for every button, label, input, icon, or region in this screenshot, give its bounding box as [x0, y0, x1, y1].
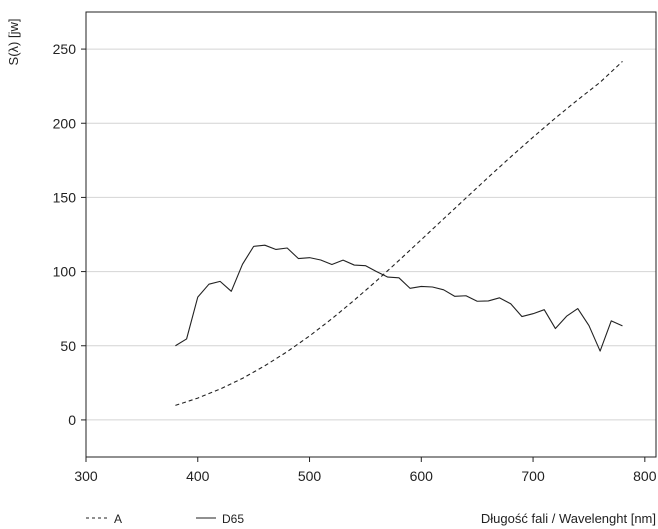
y-tick-label: 200: [53, 115, 77, 131]
x-tick-label: 500: [298, 468, 322, 484]
y-tick-label: 150: [53, 189, 77, 205]
y-tick-label: 250: [53, 41, 77, 57]
x-tick-label: 800: [633, 468, 657, 484]
y-tick-label: 50: [60, 338, 76, 354]
grid-lines: [86, 48, 656, 421]
x-axis-label: Długość fali / Wavelenght [nm]: [481, 511, 656, 526]
plot-frame: [85, 11, 657, 458]
series-line-d65: [175, 244, 623, 352]
y-tick-label: 0: [68, 412, 76, 428]
y-tick-label: 100: [53, 264, 77, 280]
y-axis-label: S(λ) [jw]: [6, 19, 21, 66]
series-lines: [175, 60, 623, 406]
legend-label-d65: D65: [222, 512, 244, 526]
axes: [85, 11, 657, 458]
legend: A D65: [86, 512, 244, 526]
series-line-a: [175, 60, 623, 406]
legend-label-a: A: [114, 512, 122, 526]
x-tick-label: 400: [186, 468, 210, 484]
x-tick-label: 300: [74, 468, 98, 484]
x-tick-label: 600: [410, 468, 434, 484]
tick-labels: 0 50 100 150 200 250 300 400 500 600 700 800: [53, 41, 657, 484]
x-tick-label: 700: [521, 468, 545, 484]
